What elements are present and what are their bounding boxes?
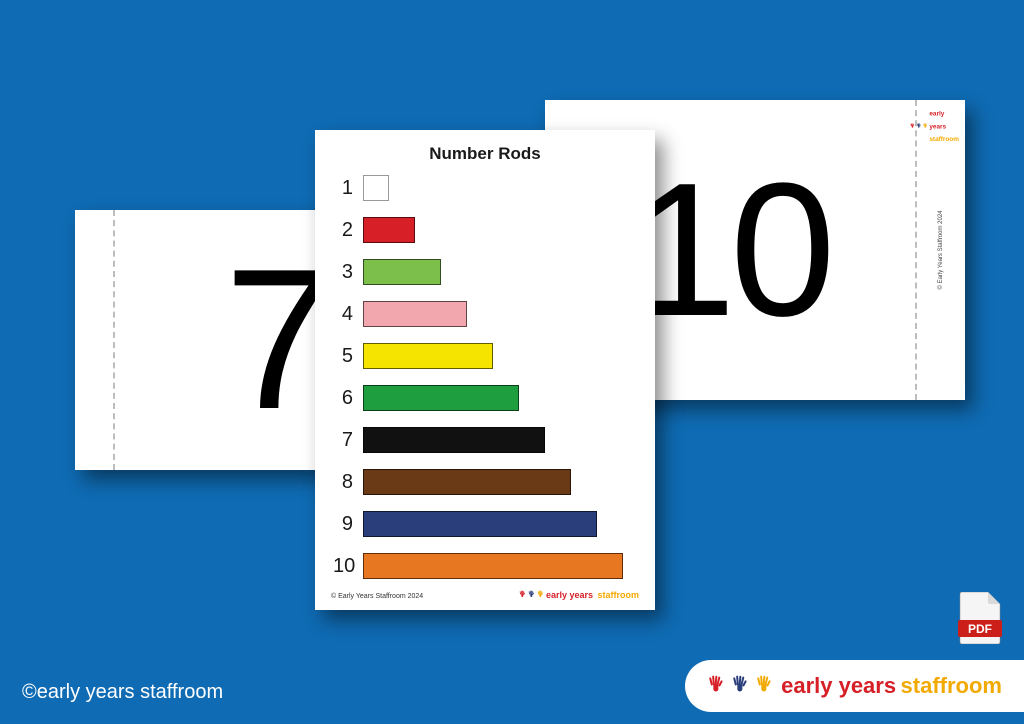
rod-label: 2 xyxy=(333,219,363,242)
rod-label: 1 xyxy=(333,177,363,200)
rod-label: 9 xyxy=(333,513,363,536)
brand-word-2: staffroom xyxy=(929,136,959,143)
card-10-mini-logo: early years staffroom xyxy=(897,106,959,154)
rod-row: 3 xyxy=(333,258,637,286)
rod-label: 6 xyxy=(333,387,363,410)
hands-icon-group xyxy=(909,122,927,128)
rod-row: 9 xyxy=(333,510,637,538)
hand-icon xyxy=(705,674,725,699)
hands-icon-group xyxy=(705,674,773,699)
rod-bar xyxy=(363,553,623,579)
card-10-side-copyright: © Early Years Staffroom 2024 xyxy=(938,210,944,289)
rod-label: 7 xyxy=(333,429,363,452)
rod-row: 7 xyxy=(333,426,637,454)
rod-bar xyxy=(363,385,519,411)
hand-icon xyxy=(909,122,915,128)
brand-text: early years staffroom xyxy=(929,106,959,144)
hand-icon xyxy=(536,590,544,598)
preview-stage: 10 early years staffroom © Early Years S… xyxy=(0,0,1024,724)
rod-bar xyxy=(363,217,415,243)
rod-label: 5 xyxy=(333,345,363,368)
brand-pill: early years staffroom xyxy=(685,660,1024,712)
hand-icon xyxy=(753,674,773,699)
brand-text: early years staffroom xyxy=(546,586,639,602)
hands-icon-group xyxy=(518,590,544,598)
hand-icon xyxy=(527,590,535,598)
hand-icon xyxy=(916,122,922,128)
pdf-label: PDF xyxy=(968,622,992,636)
card-10-fold-panel: early years staffroom © Early Years Staf… xyxy=(915,100,965,400)
rod-label: 10 xyxy=(333,555,363,578)
rod-row: 4 xyxy=(333,300,637,328)
rod-row: 10 xyxy=(333,552,637,580)
rod-row: 8 xyxy=(333,468,637,496)
brand-word-2: staffroom xyxy=(901,673,1002,698)
brand-word-2: staffroom xyxy=(597,590,639,600)
hand-icon xyxy=(729,674,749,699)
hand-icon xyxy=(922,122,928,128)
number-rods-card: Number Rods 1 2 3 4 5 6 7 8 9 10 © Early Years St… xyxy=(315,130,655,610)
pdf-icon: PDF xyxy=(958,592,1002,644)
chart-title: Number Rods xyxy=(333,144,637,164)
rod-row: 5 xyxy=(333,342,637,370)
rod-bar xyxy=(363,343,493,369)
brand-word-1: early years xyxy=(546,590,593,600)
rod-label: 8 xyxy=(333,471,363,494)
rod-bar xyxy=(363,511,597,537)
rod-bar xyxy=(363,175,389,201)
brand-text: early years staffroom xyxy=(781,673,1002,699)
chart-footer-copyright: © Early Years Staffroom 2024 xyxy=(331,593,423,600)
rod-row: 2 xyxy=(333,216,637,244)
rod-bar xyxy=(363,469,571,495)
page-copyright: ©early years staffroom xyxy=(22,681,223,704)
rod-bar xyxy=(363,301,467,327)
rod-label: 3 xyxy=(333,261,363,284)
hand-icon xyxy=(518,590,526,598)
brand-logo: early years staffroom xyxy=(705,673,1002,699)
rod-row: 1 xyxy=(333,174,637,202)
brand-word-1: early years xyxy=(929,110,946,130)
brand-word-1: early years xyxy=(781,673,896,698)
rods-chart: 1 2 3 4 5 6 7 8 9 10 xyxy=(333,174,637,580)
rod-bar xyxy=(363,259,441,285)
rod-label: 4 xyxy=(333,303,363,326)
chart-mini-logo: early years staffroom xyxy=(518,586,639,602)
rod-bar xyxy=(363,427,545,453)
rod-row: 6 xyxy=(333,384,637,412)
card-7-fold-panel xyxy=(75,210,115,470)
